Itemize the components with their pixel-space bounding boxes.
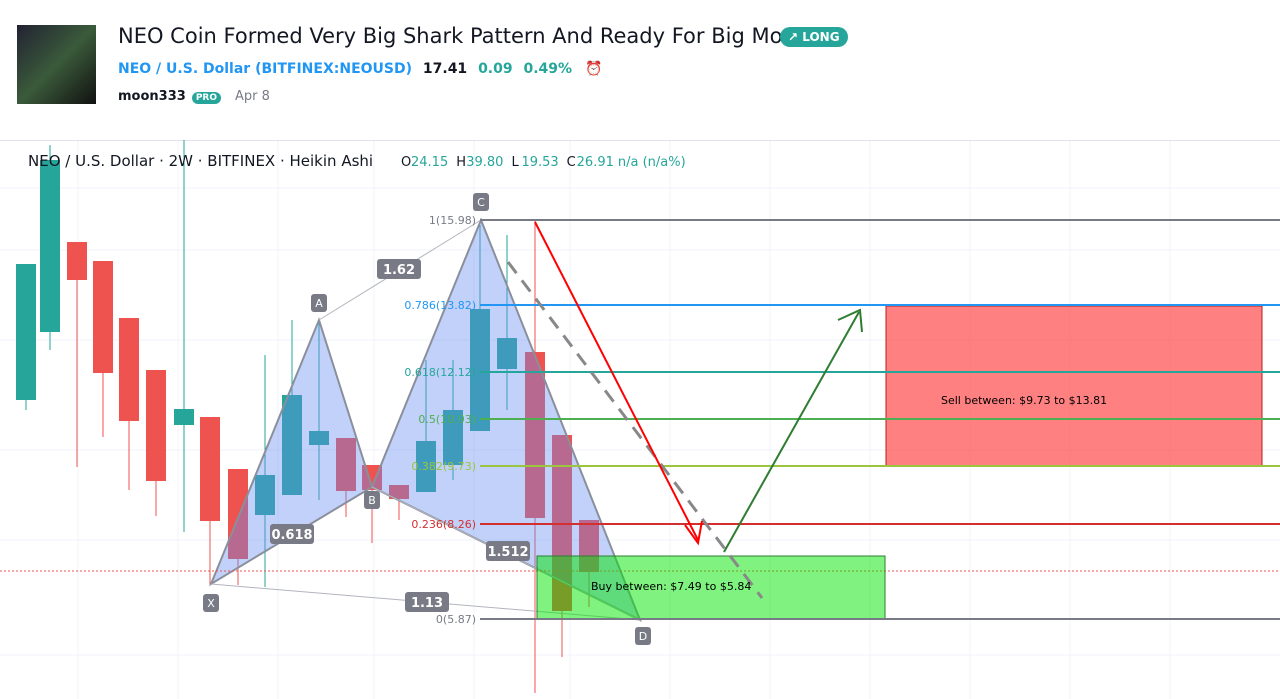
point-badge (364, 491, 380, 509)
ohlc-value: 24.15 (411, 155, 448, 170)
fib-label: 1(15.98) (429, 214, 476, 227)
down-arrow (534, 221, 699, 541)
ohlc-key: C (567, 155, 576, 170)
exchange[interactable]: (BITFINEX:NEOUSD) (255, 61, 413, 77)
candle-body (497, 338, 517, 369)
change: 0.09 (478, 61, 513, 77)
ratio-label: 0.618 (271, 528, 312, 543)
ohlc-value: 19.53 (521, 155, 558, 170)
point-label: A (315, 297, 323, 310)
candle-body (119, 318, 139, 421)
avatar[interactable] (17, 25, 96, 104)
candle-body (336, 438, 356, 491)
chart-legend: NEO / U.S. Dollar · 2W · BITFINEX · Heik… (28, 152, 373, 170)
ohlc-key: H (456, 155, 466, 170)
candle-body (255, 475, 275, 515)
fib-label: 0.786(13.82) (404, 299, 476, 312)
ohlc-key: O (401, 155, 411, 170)
candle-body (67, 242, 87, 280)
pro-badge: PRO (191, 92, 221, 104)
ratio-badge (486, 541, 530, 561)
fib-levels: 1(15.98) 0.786(13.82) 0.618(12.12) 0.5(10.9… (404, 214, 1280, 626)
change-pct: 0.49% (523, 61, 573, 77)
up-arrowhead (837, 308, 863, 333)
point-badge (311, 294, 327, 312)
fib-label: 0.382(9.73) (411, 460, 476, 473)
candle-body (525, 352, 545, 518)
ratio-label: 1.13 (411, 596, 443, 611)
ohlc-value: 39.80 (466, 155, 503, 170)
point-badge (203, 594, 219, 612)
candle-body (40, 160, 60, 332)
candle-body (146, 370, 166, 481)
fib-label: 0(5.87) (436, 613, 476, 626)
point-label: B (368, 494, 376, 507)
long-tag: ↗ LONG (780, 27, 848, 47)
buy-box (536, 555, 886, 620)
candle-body (16, 264, 36, 400)
point-badge (635, 627, 651, 645)
candle-body (200, 417, 220, 521)
sell-label: Sell between: $9.73 to $13.81 (941, 394, 1107, 407)
ohlc-value: 26.91 (577, 155, 614, 170)
down-arrowhead (684, 520, 703, 546)
pattern-labels: X A B C D 0.618 1.62 1.512 1.13 (203, 193, 651, 645)
candle-body (470, 309, 490, 431)
chart: 1(15.98) 0.786(13.82) 0.618(12.12) 0.5(10.9… (0, 140, 1280, 699)
candle-body (389, 485, 409, 499)
ratio-badge (377, 259, 421, 279)
fib-label: 0.236(8.26) (411, 518, 476, 531)
sell-box (885, 305, 1263, 467)
ohlc: O 24.15 H 39.80 L 19.53 C 26.91 n/a (n/a%) (401, 155, 686, 170)
point-label: X (207, 597, 215, 610)
buy-label: Buy between: $7.49 to $5.84 (591, 580, 751, 593)
alert-icon[interactable]: ⏰ (584, 61, 603, 77)
ratio-badge (270, 524, 314, 544)
point-label: D (639, 630, 647, 643)
ratio-label: 1.512 (487, 545, 528, 560)
candle-body (443, 410, 463, 465)
point-label: C (477, 196, 485, 209)
ratio-badge (405, 592, 449, 612)
fib-label: 0.5(10.93) (418, 413, 476, 426)
symbol-line: NEO / U.S. Dollar (BITFINEX:NEOUSD) 17.4… (118, 61, 602, 77)
author[interactable]: moon333 (118, 89, 186, 104)
fib-label: 0.618(12.12) (404, 366, 476, 379)
author-line: moon333 PRO Apr 8 (118, 89, 270, 104)
point-badge (473, 193, 489, 211)
price: 17.41 (422, 61, 468, 77)
tag-text: LONG (802, 30, 840, 44)
candle-body (309, 431, 329, 445)
up-arrow (723, 311, 860, 553)
date: Apr 8 (235, 89, 270, 104)
ohlc-key: L (511, 155, 519, 170)
candle-body (228, 469, 248, 559)
ratio-label: 1.62 (383, 263, 415, 278)
candle-body (93, 261, 113, 373)
idea-title: NEO Coin Formed Very Big Shark Pattern A… (118, 24, 808, 48)
candle-body (174, 409, 194, 425)
dashed-projection (506, 261, 764, 599)
symbol[interactable]: NEO / U.S. Dollar (118, 61, 251, 77)
candle-body (416, 441, 436, 492)
candle-body (282, 395, 302, 495)
ohlc-change: n/a (n/a%) (618, 155, 686, 170)
